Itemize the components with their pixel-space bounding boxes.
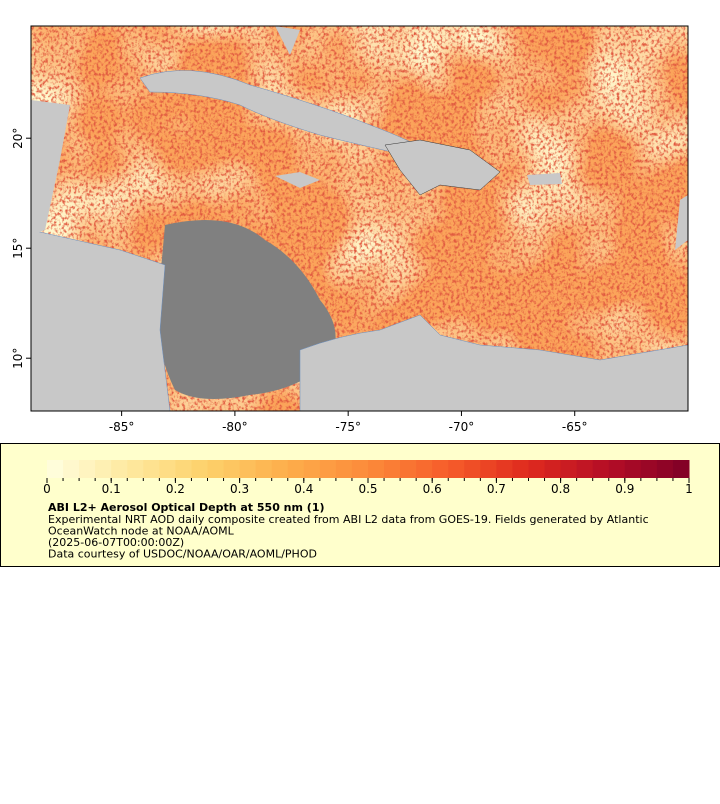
color-step (528, 460, 546, 478)
color-step (319, 460, 337, 478)
color-step (592, 460, 610, 478)
color-step (432, 460, 449, 478)
x-tick-label: -70° (449, 420, 475, 434)
y-tick-label: 10° (11, 348, 25, 369)
axes: -85° -80° -75° -70° -65° 10° 15° 20° (11, 128, 588, 434)
colorbar-tick-label: 0.1 (102, 482, 121, 496)
color-step (560, 460, 578, 478)
jamaica (275, 172, 320, 188)
color-step (95, 460, 112, 478)
color-step (79, 460, 96, 478)
color-step (143, 460, 160, 478)
x-tick-label: -85° (109, 420, 135, 434)
x-tick-label: -75° (335, 420, 361, 434)
color-step (47, 460, 64, 478)
color-step (191, 460, 208, 478)
color-step (287, 460, 305, 478)
land (31, 100, 70, 235)
color-step (656, 460, 674, 478)
x-tick-label: -65° (562, 420, 588, 434)
y-tick-label: 15° (11, 238, 25, 259)
color-step (480, 460, 497, 478)
map (31, 26, 688, 411)
color-step (368, 460, 385, 478)
land (675, 195, 688, 250)
land (299, 314, 688, 411)
color-step (576, 460, 594, 478)
colorbar-tick-label: 0.2 (166, 482, 185, 496)
legend-line: Data courtesy of USDOC/NOAA/OAR/AOML/PHO… (48, 548, 317, 561)
color-step (544, 460, 562, 478)
color-step (303, 460, 321, 478)
color-step (127, 460, 144, 478)
color-step (207, 460, 225, 478)
legend-text: Experimental NRT AOD daily composite cre… (48, 513, 649, 561)
legend-line: (2025-06-07T00:00:00Z) (48, 536, 184, 549)
color-step (239, 460, 257, 478)
color-step (608, 460, 626, 478)
land (275, 26, 300, 55)
colorbar-tick-label: 1 (685, 482, 693, 496)
colorbar-tick-label: 0 (43, 482, 51, 496)
legend-line: Experimental NRT AOD daily composite cre… (48, 513, 649, 526)
colorbar-tick-label: 0.4 (294, 482, 313, 496)
color-step (624, 460, 642, 478)
color-step (271, 460, 289, 478)
color-step (111, 460, 128, 478)
color-step (63, 460, 80, 478)
legend-title: ABI L2+ Aerosol Optical Depth at 550 nm … (48, 501, 325, 514)
no-data (157, 220, 336, 399)
legend-line: OceanWatch node at NOAA/AOML (48, 525, 235, 538)
hispaniola (384, 139, 501, 196)
color-step (672, 460, 690, 478)
color-step (448, 460, 465, 478)
color-step (400, 460, 417, 478)
color-step (223, 460, 241, 478)
color-step (496, 460, 513, 478)
color-step (416, 460, 433, 478)
land (31, 229, 171, 411)
color-step (640, 460, 658, 478)
colorbar: 0 0.1 0.2 0.3 0.4 0.5 0.6 0.7 0.8 0.9 1 (43, 460, 693, 496)
color-step (255, 460, 273, 478)
y-tick-label: 20° (11, 128, 25, 149)
puerto-rico (527, 173, 562, 185)
color-step (384, 460, 401, 478)
colorbar-tick-label: 0.7 (487, 482, 506, 496)
map-frame (30, 25, 689, 412)
color-step (335, 460, 353, 478)
colorbar-tick-label: 0.5 (358, 482, 377, 496)
colorbar-tick-label: 0.9 (615, 482, 634, 496)
color-step (351, 460, 369, 478)
colorbar-tick-label: 0.8 (551, 482, 570, 496)
colorbar-tick-label: 0.3 (230, 482, 249, 496)
color-step (512, 460, 529, 478)
color-step (159, 460, 176, 478)
x-tick-label: -80° (222, 420, 248, 434)
colorbar-tick-label: 0.6 (423, 482, 442, 496)
color-step (175, 460, 192, 478)
color-step (464, 460, 481, 478)
